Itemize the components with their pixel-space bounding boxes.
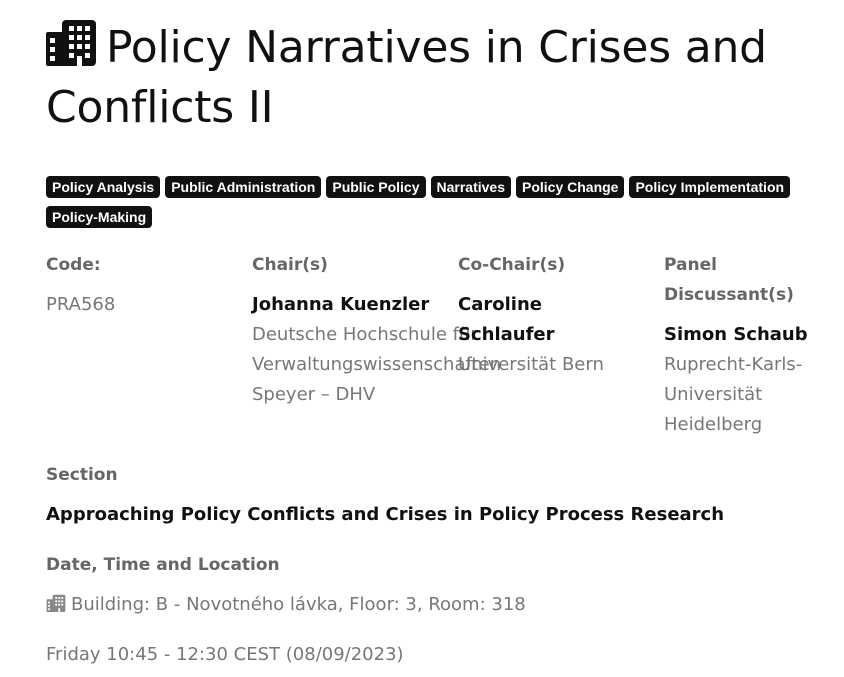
panel-info-grid: Code: PRA568 Chair(s) Johanna Kuenzler D… bbox=[46, 250, 836, 440]
tag-policy-implementation[interactable]: Policy Implementation bbox=[629, 176, 791, 198]
schedule-label: Date, Time and Location bbox=[46, 555, 280, 575]
tag-public-administration[interactable]: Public Administration bbox=[165, 176, 322, 198]
discussant-name: Simon Schaub bbox=[664, 324, 808, 345]
datetime-text: Friday 10:45 - 12:30 CEST (08/09/2023) bbox=[46, 644, 404, 665]
page-title: Policy Narratives in Crises and Conflict… bbox=[46, 18, 836, 138]
code-value: PRA568 bbox=[46, 294, 116, 315]
cochair-affiliation: Universität Bern bbox=[458, 354, 604, 375]
code-column: Code: PRA568 bbox=[46, 250, 252, 440]
location-line: Building: B - Novotného lávka, Floor: 3,… bbox=[46, 590, 526, 620]
tag-policy-making[interactable]: Policy-Making bbox=[46, 206, 153, 228]
location-text: Building: B - Novotného lávka, Floor: 3,… bbox=[71, 594, 526, 615]
code-label: Code: bbox=[46, 255, 101, 275]
discussants-column: Panel Discussant(s) Simon Schaub Ruprech… bbox=[664, 250, 836, 440]
chair-name: Johanna Kuenzler bbox=[252, 294, 430, 315]
chairs-column: Chair(s) Johanna Kuenzler Deutsche Hochs… bbox=[252, 250, 501, 440]
section-label: Section bbox=[46, 465, 118, 485]
tag-narratives[interactable]: Narratives bbox=[430, 176, 511, 198]
keyword-tags: Policy Analysis Public Administration Pu… bbox=[46, 176, 836, 228]
building-icon bbox=[46, 594, 66, 612]
building-icon bbox=[46, 20, 96, 66]
section-value: Approaching Policy Conflicts and Crises … bbox=[46, 504, 725, 525]
chair-affiliation: Deutsche Hochschule für Verwaltungswisse… bbox=[252, 324, 502, 405]
page-title-text: Policy Narratives in Crises and Conflict… bbox=[46, 22, 767, 133]
tag-public-policy[interactable]: Public Policy bbox=[326, 176, 426, 198]
tag-policy-analysis[interactable]: Policy Analysis bbox=[46, 176, 161, 198]
chairs-label: Chair(s) bbox=[252, 255, 328, 275]
tag-policy-change[interactable]: Policy Change bbox=[516, 176, 625, 198]
discussant-affiliation: Ruprecht-Karls-Universität Heidelberg bbox=[664, 354, 803, 435]
cochair-name: Caroline Schlaufer bbox=[458, 294, 555, 345]
cochairs-label: Co-Chair(s) bbox=[458, 255, 566, 275]
cochairs-column: Co-Chair(s) Caroline Schlaufer Universit… bbox=[458, 250, 664, 440]
discussants-label: Panel Discussant(s) bbox=[664, 255, 794, 305]
